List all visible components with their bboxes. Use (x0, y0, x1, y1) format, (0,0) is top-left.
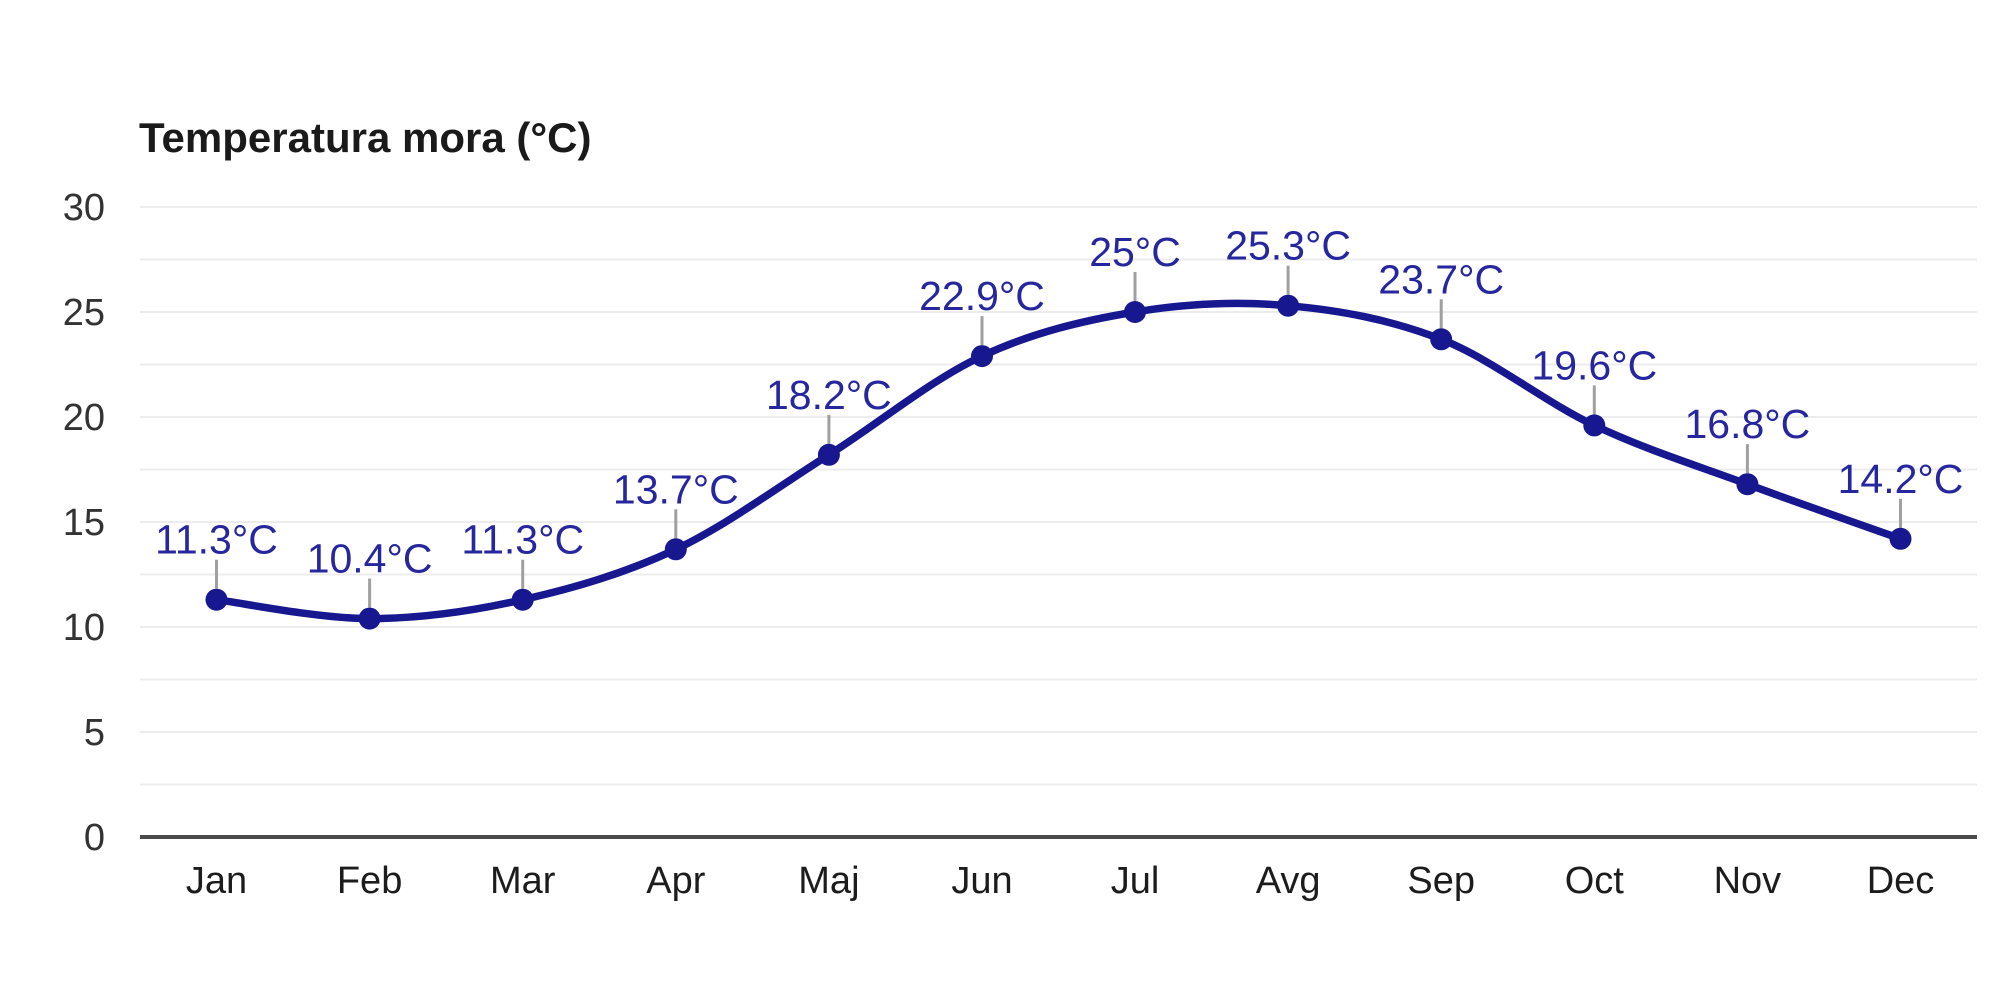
data-point-label: 11.3°C (155, 517, 278, 563)
x-axis-label: Oct (1565, 860, 1625, 902)
chart-plot-area: 0 5 10 15 20 25 30 Jan Feb Mar Apr Maj Jun Jul Avg Sep O… (63, 187, 1977, 902)
x-axis-label: Mar (490, 860, 556, 902)
y-axis-tick-label: 0 (84, 817, 105, 859)
y-axis-tick-label: 30 (63, 187, 105, 229)
y-axis-tick-label: 10 (63, 607, 105, 649)
chart-title: Temperatura mora (°C) (139, 114, 591, 161)
data-point[interactable] (358, 607, 381, 630)
x-axis-label: Maj (798, 860, 859, 902)
y-axis-tick-label: 25 (63, 292, 105, 334)
x-axis-label: Dec (1867, 860, 1935, 902)
data-point-label: 13.7°C (613, 466, 739, 512)
x-axis-label: Jun (951, 860, 1012, 902)
data-point[interactable] (1583, 414, 1606, 437)
data-point[interactable] (511, 588, 534, 611)
data-point[interactable] (205, 588, 228, 611)
data-point[interactable] (817, 443, 840, 466)
data-point-label: 14.2°C (1838, 456, 1964, 502)
data-point-label: 10.4°C (307, 536, 433, 582)
data-point[interactable] (1124, 301, 1146, 323)
data-point-label: 11.3°C (461, 517, 584, 563)
x-axis-label: Jan (186, 860, 247, 902)
data-point[interactable] (1277, 294, 1300, 317)
x-axis-label: Apr (646, 860, 705, 902)
data-point-label: 22.9°C (919, 273, 1045, 319)
y-axis-tick-label: 5 (84, 712, 105, 754)
x-axis-label: Feb (337, 860, 402, 902)
x-axis-label: Jul (1111, 860, 1160, 902)
data-point[interactable] (1430, 328, 1453, 351)
x-axis-label: Sep (1407, 860, 1475, 902)
data-point-label: 16.8°C (1684, 401, 1810, 447)
data-point[interactable] (1736, 473, 1759, 496)
data-point[interactable] (664, 538, 687, 561)
data-point-label: 25°C (1089, 229, 1181, 275)
x-axis-label: Avg (1256, 860, 1321, 902)
data-point[interactable] (971, 345, 993, 368)
data-point-label: 19.6°C (1531, 342, 1657, 388)
series-line (212, 299, 1905, 623)
data-point-label: 25.3°C (1225, 223, 1351, 269)
y-axis-tick-label: 15 (63, 502, 105, 544)
data-point-label: 23.7°C (1378, 256, 1504, 302)
data-point[interactable] (1889, 527, 1912, 550)
y-axis-tick-label: 20 (63, 397, 105, 439)
data-point-label: 18.2°C (766, 372, 892, 418)
x-axis-label: Nov (1714, 860, 1782, 902)
